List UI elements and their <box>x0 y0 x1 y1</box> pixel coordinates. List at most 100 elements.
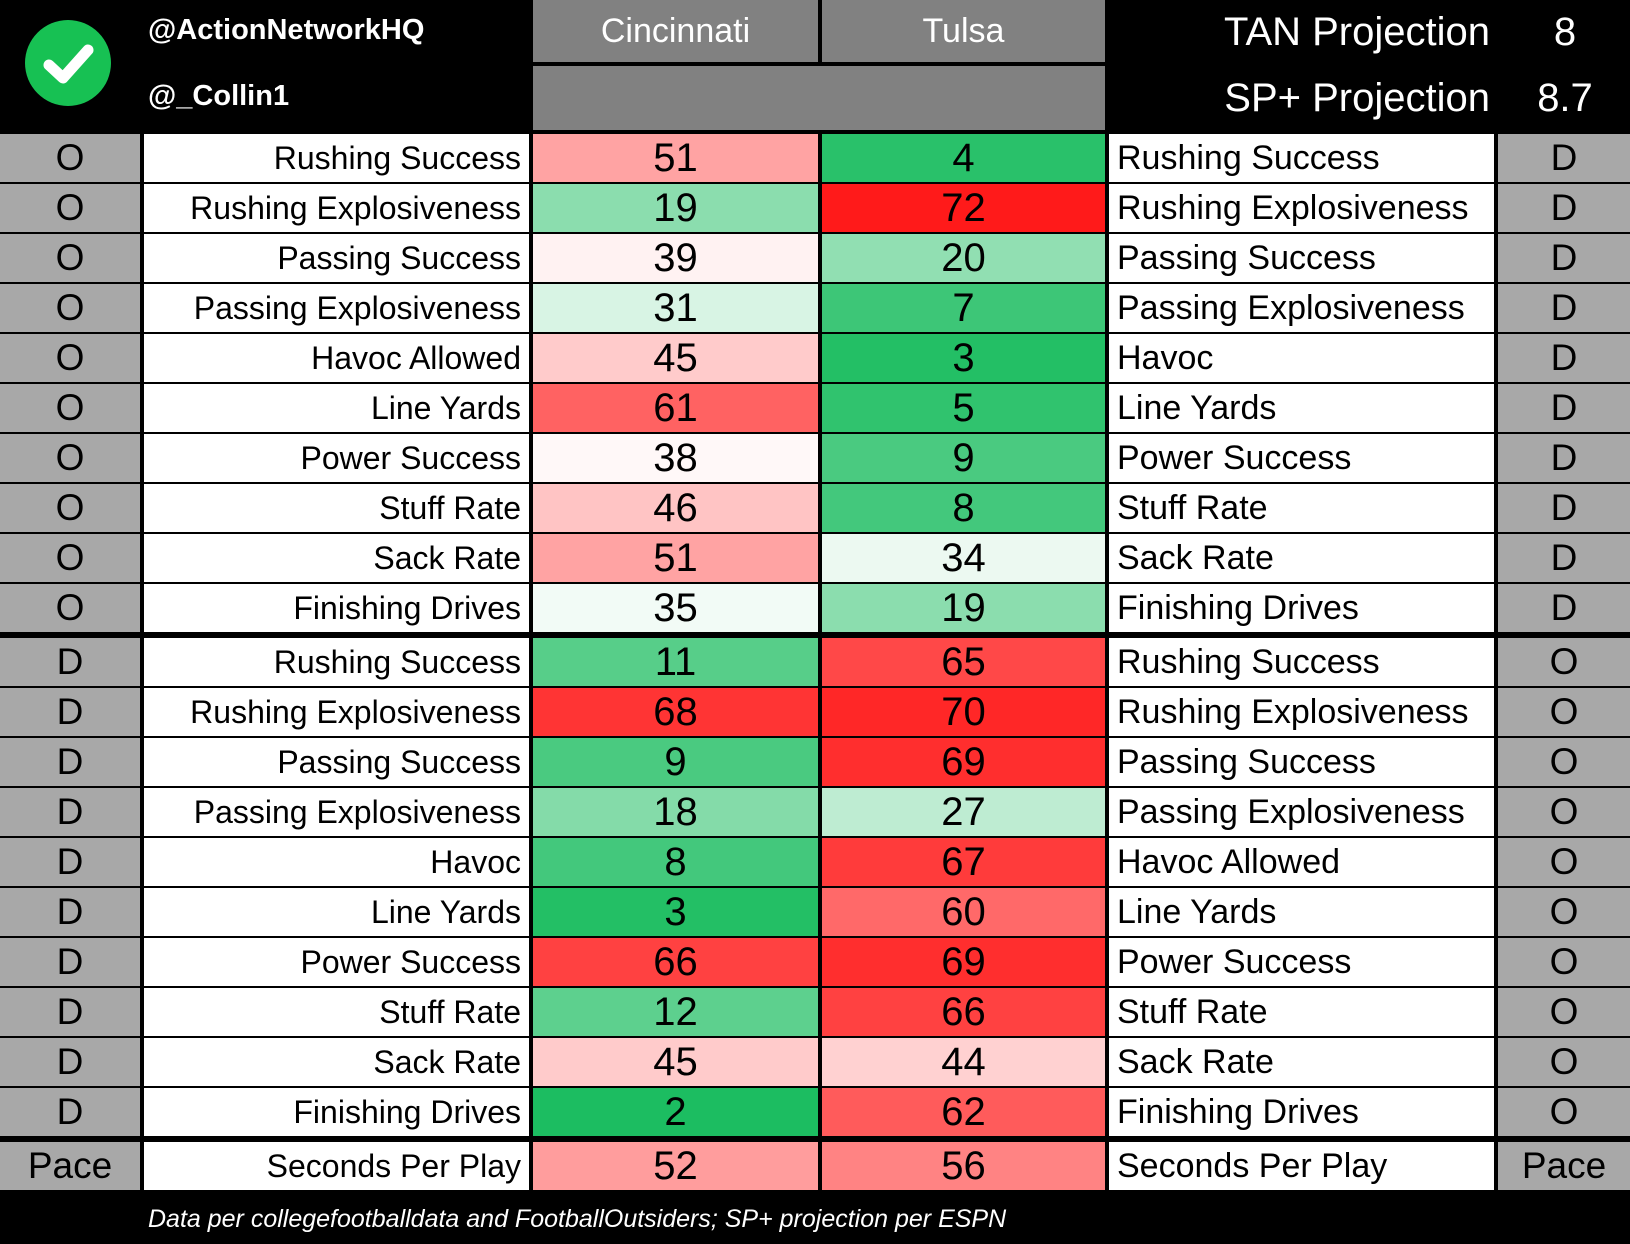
table-row: O Finishing Drives 35 19 Finishing Drives D <box>0 584 1630 634</box>
stat-label-left: Havoc <box>144 838 529 886</box>
stat-label-left: Line Yards <box>144 888 529 936</box>
handle-collin: @_Collin1 <box>148 80 290 112</box>
stat-label-left: Passing Success <box>144 234 529 282</box>
stat-label-right: Sack Rate <box>1109 1038 1494 1086</box>
stat-label-right: Sack Rate <box>1109 534 1494 582</box>
side-label-right: Pace <box>1498 1142 1630 1190</box>
team-1-value: 19 <box>533 184 818 232</box>
table-row: D Passing Success 9 69 Passing Success O <box>0 738 1630 788</box>
table-row: O Passing Explosiveness 31 7 Passing Explosi… <box>0 284 1630 334</box>
stat-label-right: Rushing Success <box>1109 134 1494 182</box>
side-label-left: O <box>0 434 140 482</box>
team-2-value: 69 <box>822 738 1105 786</box>
team-2-value: 60 <box>822 888 1105 936</box>
table-row: D Passing Explosiveness 18 27 Passing Explos… <box>0 788 1630 838</box>
stat-label-right: Rushing Explosiveness <box>1109 184 1494 232</box>
side-label-right: O <box>1498 788 1630 836</box>
section-divider <box>0 632 1630 636</box>
team-2-value: 56 <box>822 1142 1105 1190</box>
team-1-value: 45 <box>533 334 818 382</box>
stat-label-left: Rushing Success <box>144 638 529 686</box>
stat-label-left: Power Success <box>144 434 529 482</box>
team-2-value: 65 <box>822 638 1105 686</box>
projection-label: TAN Projection <box>1223 10 1490 54</box>
side-label-left: O <box>0 284 140 332</box>
side-label-left: O <box>0 384 140 432</box>
side-label-left: O <box>0 134 140 182</box>
team-1-value: 39 <box>533 234 818 282</box>
table-row: O Rushing Success 51 4 Rushing Success D <box>0 134 1630 184</box>
table-row: D Sack Rate 45 44 Sack Rate O <box>0 1038 1630 1088</box>
side-label-right: D <box>1498 134 1630 182</box>
side-label-left: Pace <box>0 1142 140 1190</box>
table-row: O Stuff Rate 46 8 Stuff Rate D <box>0 484 1630 534</box>
side-label-left: O <box>0 184 140 232</box>
stat-label-left: Seconds Per Play <box>144 1142 529 1190</box>
team-2-value: 72 <box>822 184 1105 232</box>
team-2-value: 19 <box>822 584 1105 632</box>
team-1-value: 9 <box>533 738 818 786</box>
team-2-value: 44 <box>822 1038 1105 1086</box>
stat-label-right: Stuff Rate <box>1109 484 1494 532</box>
side-label-right: O <box>1498 738 1630 786</box>
side-label-right: O <box>1498 1088 1630 1136</box>
team-2-value: 27 <box>822 788 1105 836</box>
stat-label-left: Finishing Drives <box>144 584 529 632</box>
side-label-left: D <box>0 788 140 836</box>
side-label-left: O <box>0 334 140 382</box>
team-1-value: 12 <box>533 988 818 1036</box>
stat-label-left: Sack Rate <box>144 1038 529 1086</box>
table-row: D Rushing Success 11 65 Rushing Success O <box>0 638 1630 688</box>
side-label-right: D <box>1498 434 1630 482</box>
side-label-left: D <box>0 838 140 886</box>
team-1-value: 8 <box>533 838 818 886</box>
stat-label-left: Sack Rate <box>144 534 529 582</box>
stat-label-left: Rushing Explosiveness <box>144 184 529 232</box>
team-2-value: 9 <box>822 434 1105 482</box>
team-1-value: 51 <box>533 134 818 182</box>
team-2-value: 5 <box>822 384 1105 432</box>
side-label-right: O <box>1498 838 1630 886</box>
team-2-value: 69 <box>822 938 1105 986</box>
team-1-value: 18 <box>533 788 818 836</box>
side-label-right: D <box>1498 484 1630 532</box>
stat-label-left: Passing Explosiveness <box>144 284 529 332</box>
team-2-header: Tulsa <box>822 0 1105 62</box>
stat-label-left: Havoc Allowed <box>144 334 529 382</box>
stat-label-right: Havoc Allowed <box>1109 838 1494 886</box>
table-row: O Passing Success 39 20 Passing Success D <box>0 234 1630 284</box>
team-2-value: 8 <box>822 484 1105 532</box>
logo <box>25 20 111 106</box>
stat-label-right: Power Success <box>1109 434 1494 482</box>
table-row: O Havoc Allowed 45 3 Havoc D <box>0 334 1630 384</box>
team-1-value: 38 <box>533 434 818 482</box>
team-1-value: 51 <box>533 534 818 582</box>
stat-label-right: Stuff Rate <box>1109 988 1494 1036</box>
side-label-right: D <box>1498 234 1630 282</box>
side-label-right: O <box>1498 1038 1630 1086</box>
team-1-value: 52 <box>533 1142 818 1190</box>
side-label-right: O <box>1498 938 1630 986</box>
side-label-right: D <box>1498 284 1630 332</box>
side-label-right: O <box>1498 888 1630 936</box>
team-2-value: 7 <box>822 284 1105 332</box>
stat-label-left: Power Success <box>144 938 529 986</box>
table-row: O Power Success 38 9 Power Success D <box>0 434 1630 484</box>
stat-label-right: Power Success <box>1109 938 1494 986</box>
table-row: D Power Success 66 69 Power Success O <box>0 938 1630 988</box>
table-row: D Havoc 8 67 Havoc Allowed O <box>0 838 1630 888</box>
header-blank-band <box>533 66 1105 130</box>
table-row: D Stuff Rate 12 66 Stuff Rate O <box>0 988 1630 1038</box>
projection-value: 8.7 <box>1537 76 1593 120</box>
side-label-right: D <box>1498 584 1630 632</box>
side-label-left: O <box>0 234 140 282</box>
stat-label-right: Passing Explosiveness <box>1109 788 1494 836</box>
side-label-left: O <box>0 584 140 632</box>
stat-label-left: Rushing Explosiveness <box>144 688 529 736</box>
stat-label-left: Passing Explosiveness <box>144 788 529 836</box>
side-label-left: D <box>0 988 140 1036</box>
side-label-right: D <box>1498 184 1630 232</box>
team-1-value: 2 <box>533 1088 818 1136</box>
team-1-value: 11 <box>533 638 818 686</box>
